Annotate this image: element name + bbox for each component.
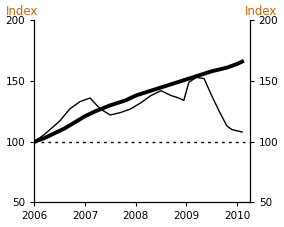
Text: Index: Index xyxy=(6,5,39,18)
Text: Index: Index xyxy=(245,5,278,18)
